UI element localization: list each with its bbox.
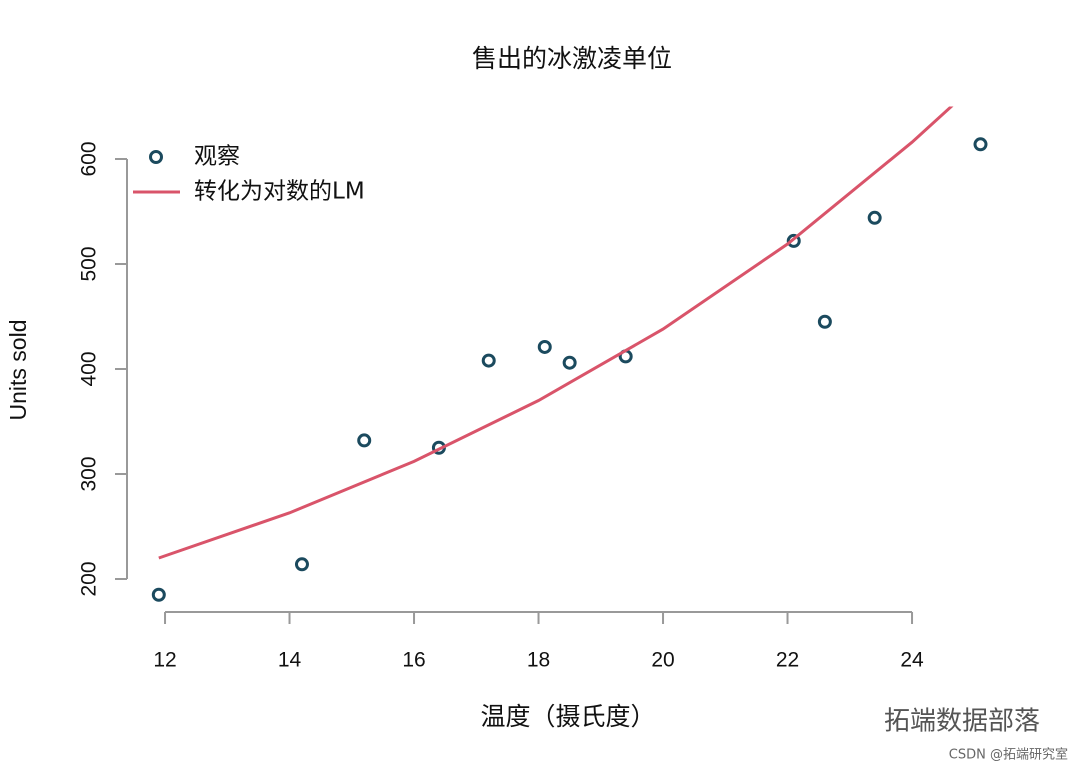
- x-tick-label: 22: [776, 649, 799, 672]
- point: [786, 233, 801, 248]
- legend-point: [149, 150, 163, 164]
- point: [357, 433, 372, 448]
- y-tick-label: 200: [78, 561, 101, 596]
- x-tick-label: 24: [900, 649, 924, 672]
- x-tick-label: 16: [402, 649, 425, 672]
- y-tick-label: 600: [78, 141, 101, 176]
- x-tick-label: 12: [153, 649, 176, 672]
- chart-title: 售出的冰激凌单位: [472, 44, 672, 73]
- y-tick-label: 500: [78, 246, 101, 281]
- watermark: CSDN @拓端研究室: [949, 747, 1068, 763]
- point: [537, 339, 552, 354]
- x-axis-label: 温度（摄氏度）: [480, 702, 655, 731]
- point: [817, 314, 832, 329]
- y-tick-label: 400: [78, 351, 101, 386]
- watermark: 拓端数据部落: [884, 707, 1040, 737]
- y-axis-label: Units sold: [5, 320, 31, 421]
- point: [151, 587, 166, 602]
- legend-label: 转化为对数的LM: [194, 179, 365, 205]
- point: [867, 210, 882, 225]
- fit-line: [158, 106, 954, 560]
- point: [481, 353, 496, 368]
- point: [562, 355, 577, 370]
- legend-label: 观察: [194, 144, 240, 170]
- x-tick-label: 20: [651, 649, 674, 672]
- point: [973, 137, 988, 152]
- y-tick-label: 300: [78, 456, 101, 491]
- x-tick-label: 18: [527, 649, 550, 672]
- point: [294, 557, 309, 572]
- x-tick-label: 14: [278, 649, 302, 672]
